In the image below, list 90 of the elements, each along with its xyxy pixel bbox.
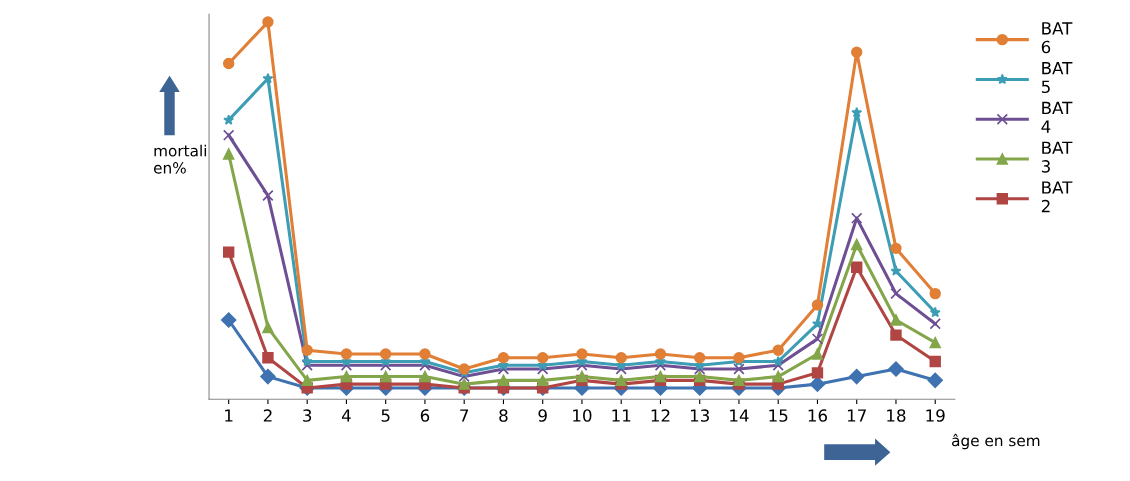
point — [929, 355, 941, 368]
point — [890, 329, 902, 341]
point — [262, 321, 274, 334]
point — [260, 368, 276, 385]
point — [890, 314, 902, 326]
point — [222, 129, 235, 141]
point — [851, 46, 863, 58]
x-tick-label: 7 — [460, 409, 469, 422]
point — [262, 352, 274, 364]
point — [458, 378, 470, 390]
point — [615, 352, 627, 364]
point — [222, 148, 235, 160]
x-tick-label: 5 — [381, 409, 390, 422]
legend-label: BAT 6 — [1041, 22, 1073, 54]
point — [576, 348, 588, 360]
x-tick-label: 19 — [926, 409, 945, 422]
point — [301, 344, 313, 356]
point — [262, 189, 274, 202]
point — [654, 370, 667, 383]
point — [222, 246, 235, 258]
point — [929, 287, 941, 300]
x-tick-label: 6 — [420, 409, 430, 422]
x-axis-title: âge en sem — [952, 433, 1040, 450]
point — [458, 363, 470, 375]
legend-label: BAT 3 — [1041, 141, 1073, 173]
point — [615, 374, 627, 387]
legend-label: BAT 2 — [1041, 181, 1073, 213]
point — [772, 355, 784, 367]
point — [497, 374, 510, 387]
point — [888, 361, 904, 377]
point — [379, 348, 392, 360]
point — [419, 348, 431, 360]
point — [694, 352, 706, 364]
legend-label: BAT 5 — [1041, 62, 1073, 94]
point — [419, 370, 431, 383]
point — [379, 370, 392, 383]
point — [929, 318, 941, 330]
point — [262, 16, 274, 28]
point — [929, 306, 941, 318]
x-tick-label: 18 — [887, 409, 906, 422]
point — [772, 370, 784, 383]
point — [890, 287, 902, 300]
x-tick-label: 10 — [573, 409, 592, 422]
point — [654, 348, 667, 360]
x-tick-label: 16 — [808, 409, 828, 422]
x-tick-label: 9 — [538, 409, 547, 422]
point — [301, 374, 313, 387]
point — [849, 368, 865, 385]
y-axis-title: mortali en% — [153, 144, 207, 174]
point — [340, 370, 353, 383]
point — [811, 348, 824, 360]
point — [497, 352, 510, 364]
point — [851, 261, 863, 273]
x-tick-label: 2 — [263, 409, 272, 422]
point — [772, 344, 784, 356]
point — [811, 333, 824, 345]
x-tick-label: 17 — [847, 409, 866, 422]
point — [812, 318, 823, 329]
point — [890, 265, 902, 276]
point — [537, 374, 549, 387]
point — [811, 367, 824, 379]
legend-label: BAT 4 — [1041, 101, 1073, 133]
point — [929, 336, 941, 349]
point — [262, 72, 274, 84]
point — [220, 312, 237, 328]
point — [537, 352, 549, 364]
point — [222, 57, 235, 70]
x-tick-label: 1 — [225, 409, 233, 422]
x-tick-label: 13 — [690, 409, 709, 422]
x-tick-label: 12 — [651, 409, 670, 422]
point — [694, 370, 706, 383]
point — [223, 114, 235, 125]
point — [809, 376, 826, 392]
point — [576, 370, 588, 383]
x-tick-label: 3 — [303, 409, 312, 422]
x-tick-label: 11 — [612, 409, 631, 422]
point — [733, 363, 745, 375]
x-tick-label: 4 — [341, 409, 351, 422]
point — [851, 238, 863, 251]
point — [811, 299, 824, 311]
point — [301, 359, 313, 371]
point — [890, 242, 902, 255]
point — [851, 212, 863, 224]
x-tick-label: 14 — [730, 409, 749, 422]
point — [733, 374, 745, 387]
point — [340, 348, 353, 360]
point — [851, 106, 863, 118]
x-tick-label: 8 — [499, 409, 508, 422]
x-tick-label: 15 — [769, 409, 788, 422]
point — [927, 372, 943, 389]
